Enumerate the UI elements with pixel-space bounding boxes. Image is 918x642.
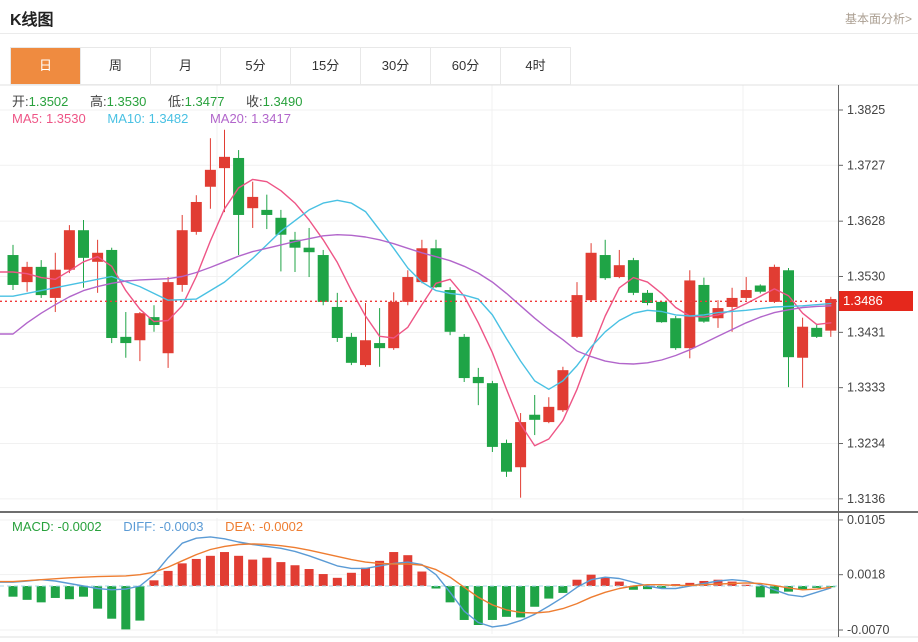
tab-月[interactable]: 月 <box>151 48 221 84</box>
ohlc-legend: 开:1.3502 高:1.3530 低:1.3477 收:1.3490 <box>12 91 320 110</box>
ma5-value: MA5: 1.3530 <box>12 111 86 126</box>
ma10-value: MA10: 1.3482 <box>107 111 189 126</box>
ma20-value: MA20: 1.3417 <box>209 111 291 126</box>
svg-text:1.3136: 1.3136 <box>847 492 885 506</box>
ma-legend: MA5: 1.3530 MA10: 1.3482 MA20: 1.3417 <box>12 111 309 126</box>
svg-text:-0.0070: -0.0070 <box>847 623 889 637</box>
interval-tabbar: 日周月 5分 15分 30分 60分 4时 <box>10 47 571 85</box>
tab-15分[interactable]: 15分 <box>291 48 361 84</box>
fundamental-analysis-link[interactable]: 基本面分析> <box>844 12 912 26</box>
tab-30分[interactable]: 30分 <box>361 48 431 84</box>
page-title: K线图 <box>10 12 54 29</box>
tab-5分[interactable]: 5分 <box>221 48 291 84</box>
svg-text:0.0105: 0.0105 <box>847 513 885 527</box>
current-price-badge: 1.3486 <box>839 291 913 311</box>
low-value: 低:1.3477 <box>168 94 225 109</box>
svg-text:1.3333: 1.3333 <box>847 381 885 395</box>
macd-value: MACD: -0.0002 <box>12 519 102 534</box>
svg-text:1.3825: 1.3825 <box>847 103 885 117</box>
svg-text:1.3530: 1.3530 <box>847 269 885 283</box>
svg-text:1.3234: 1.3234 <box>847 437 885 451</box>
tab-周[interactable]: 周 <box>81 48 151 84</box>
header-divider <box>0 33 918 34</box>
svg-text:1.3727: 1.3727 <box>847 158 885 172</box>
tab-60分[interactable]: 60分 <box>431 48 501 84</box>
tab-4时[interactable]: 4时 <box>501 48 570 84</box>
dea-value: DEA: -0.0002 <box>225 519 304 534</box>
diff-value: DIFF: -0.0003 <box>123 519 204 534</box>
macd-legend: MACD: -0.0002 DIFF: -0.0003 DEA: -0.0002 <box>12 519 321 534</box>
svg-text:0.0018: 0.0018 <box>847 568 885 582</box>
svg-text:1.3431: 1.3431 <box>847 325 885 339</box>
close-value: 收:1.3490 <box>246 94 303 109</box>
svg-text:1.3628: 1.3628 <box>847 214 885 228</box>
tab-日[interactable]: 日 <box>11 48 81 84</box>
high-value: 高:1.3530 <box>90 94 147 109</box>
open-value: 开:1.3502 <box>12 94 69 109</box>
